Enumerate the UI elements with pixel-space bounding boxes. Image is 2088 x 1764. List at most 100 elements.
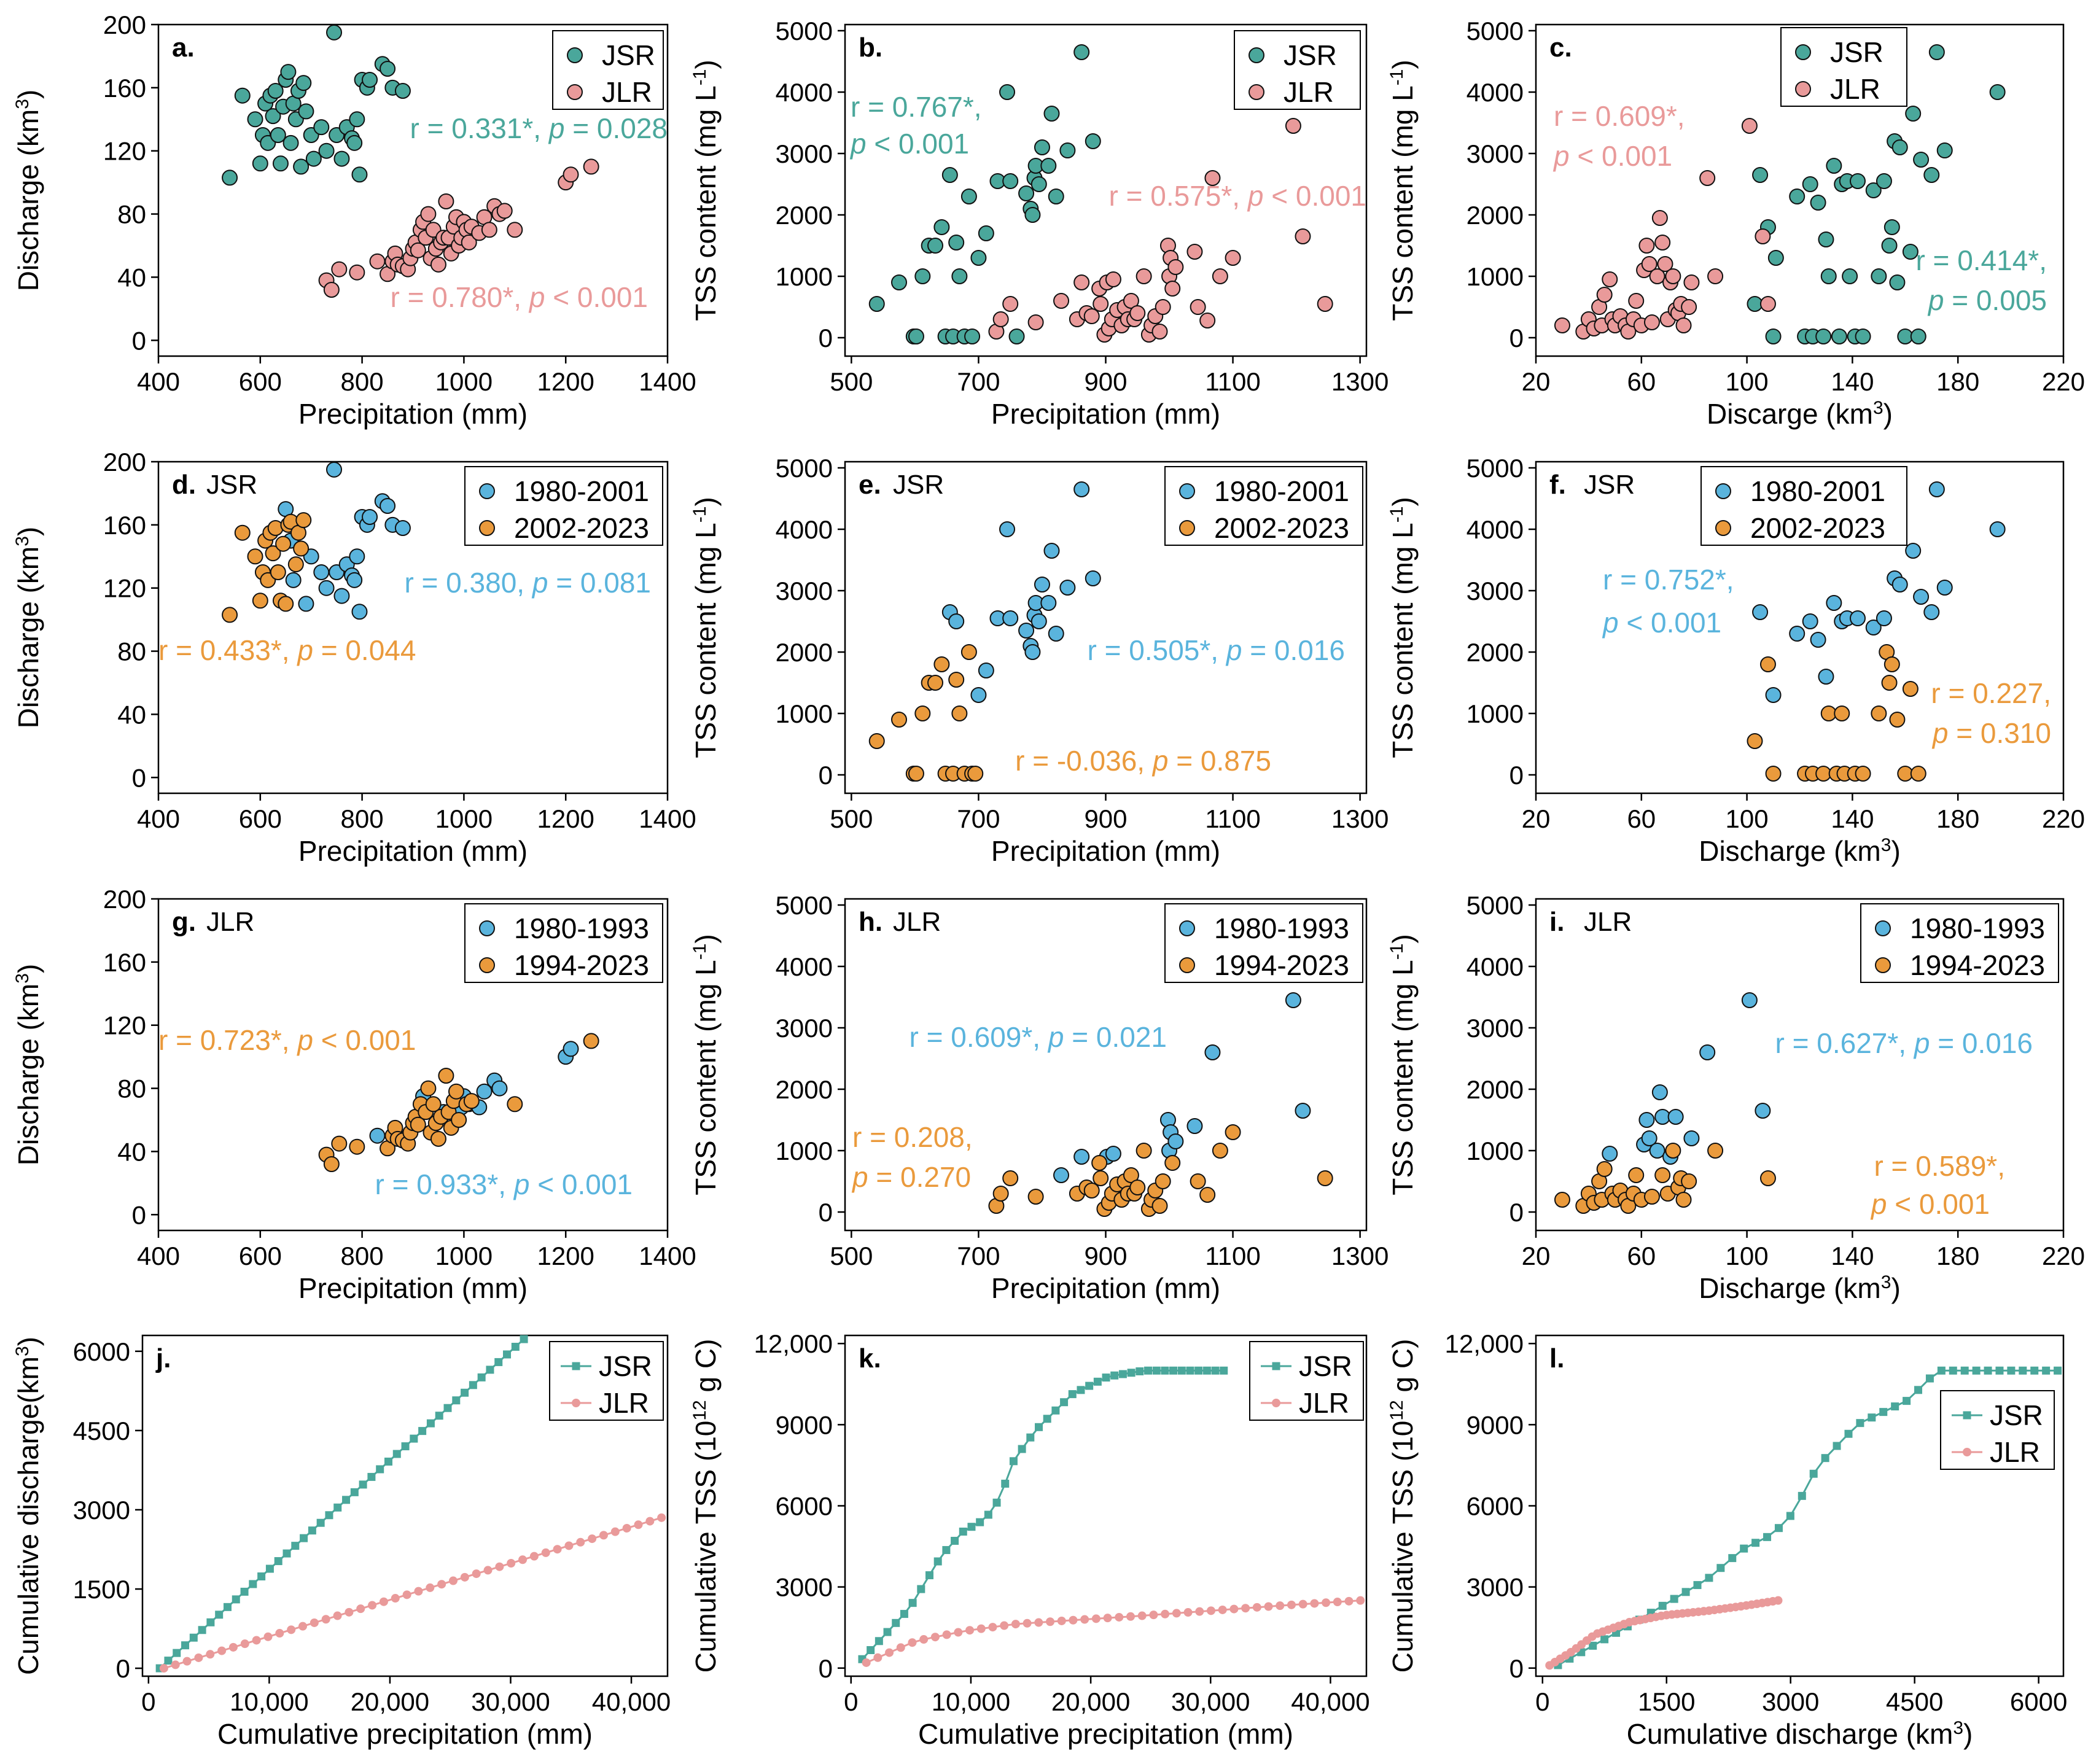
data-point — [420, 206, 437, 222]
data-point — [1023, 1618, 1032, 1628]
data-point — [1654, 1167, 1671, 1183]
data-point — [1844, 1429, 1853, 1438]
data-point — [380, 498, 396, 514]
data-point — [333, 588, 350, 604]
x-tick-label: 1100 — [1205, 804, 1260, 833]
data-point — [189, 1633, 198, 1642]
data-point — [583, 1033, 599, 1049]
x-tick-label: 1400 — [639, 1241, 696, 1270]
x-tick-label: 60 — [1627, 804, 1656, 833]
legend-label: 1994-2023 — [514, 949, 649, 981]
data-point — [1865, 620, 1882, 635]
y-tick-label: 80 — [117, 200, 146, 229]
data-point — [1204, 170, 1221, 186]
data-point — [942, 1630, 951, 1639]
y-tick-label: 2000 — [776, 201, 833, 230]
x-tick-label: 1200 — [537, 367, 594, 396]
data-point — [295, 75, 312, 91]
y-tick-label: 4500 — [73, 1416, 130, 1445]
data-point — [1905, 543, 1922, 559]
data-point — [1876, 173, 1892, 189]
data-point — [323, 1156, 340, 1172]
data-point — [228, 1642, 238, 1652]
x-tick-label: 1100 — [1205, 367, 1260, 396]
y-tick-label: 40 — [117, 1137, 146, 1166]
data-point — [1024, 644, 1041, 660]
panel-tag: JSR — [206, 470, 257, 500]
x-tick-label: 900 — [1084, 367, 1127, 396]
data-point — [1651, 210, 1668, 226]
y-axis-title: Cumulative TSS (1012 g C) — [690, 1339, 722, 1673]
data-point — [159, 1664, 168, 1673]
data-point — [1665, 1143, 1681, 1159]
data-point — [1891, 577, 1908, 593]
y-tick-label: 9000 — [776, 1410, 833, 1439]
series-1980-2001 — [278, 461, 411, 620]
data-point — [1989, 84, 2006, 100]
y-tick-label: 200 — [103, 885, 146, 914]
data-point — [1815, 328, 1832, 344]
data-point — [1027, 314, 1044, 330]
data-point — [410, 1116, 426, 1133]
data-point — [1638, 1112, 1655, 1128]
x-tick-label: 10,000 — [230, 1687, 308, 1716]
y-tick-label: 3000 — [73, 1496, 130, 1525]
legend: 1980-2001 2002-2023 — [1164, 466, 1363, 546]
panel-tag: JSR — [893, 470, 944, 500]
data-point — [1241, 1604, 1250, 1613]
data-point — [1658, 1601, 1667, 1610]
annotation: r = 0.575*, p < 0.001 — [1109, 180, 1366, 212]
data-point — [495, 1562, 504, 1571]
data-point — [933, 656, 950, 672]
data-point — [1809, 1469, 1818, 1478]
legend-marker — [479, 483, 495, 499]
data-point — [1194, 1366, 1203, 1375]
panel-label: d. — [172, 470, 196, 500]
x-tick-label: 800 — [341, 804, 384, 833]
data-point — [1264, 1602, 1273, 1611]
data-point — [507, 1096, 523, 1113]
data-point — [1681, 1173, 1697, 1189]
data-point — [1937, 1366, 1946, 1375]
series-line — [866, 1599, 1361, 1664]
data-point — [240, 1639, 249, 1649]
data-point — [1849, 610, 1866, 626]
data-point — [430, 256, 446, 273]
legend-box — [1700, 466, 1907, 546]
data-point — [1707, 1143, 1724, 1159]
y-tick-label: 4000 — [1467, 952, 1524, 981]
data-point — [1211, 1366, 1220, 1375]
data-point — [223, 1603, 232, 1611]
annotation: r = 0.933*, p < 0.001 — [375, 1168, 633, 1200]
y-tick-label: 2000 — [1467, 201, 1524, 230]
data-point — [1295, 228, 1311, 244]
data-point — [1751, 1539, 1760, 1547]
data-point — [472, 1569, 481, 1579]
annotation: r = 0.589*, — [1874, 1150, 2005, 1182]
x-tick-label: 20,000 — [351, 1687, 429, 1716]
data-point — [1172, 1609, 1181, 1618]
legend-label: JSR — [1284, 39, 1337, 71]
annotation: r = 0.414*, — [1915, 244, 2047, 276]
data-point — [1693, 1581, 1702, 1590]
x-tick-label: 700 — [957, 804, 1000, 833]
data-point — [316, 1518, 325, 1527]
x-tick-label: 1000 — [435, 367, 493, 396]
panel-tag: JLR — [1584, 907, 1632, 937]
legend-marker — [1179, 957, 1195, 973]
data-point — [1085, 570, 1101, 586]
data-point — [460, 1572, 469, 1582]
data-point — [1925, 1374, 1934, 1383]
data-point — [518, 1555, 528, 1564]
data-point — [1820, 705, 1837, 721]
y-tick-label: 0 — [819, 324, 833, 352]
data-point — [1683, 274, 1700, 290]
x-tick-label: 1000 — [435, 1241, 493, 1270]
legend-label: 1980-2001 — [514, 475, 649, 507]
data-point — [1212, 268, 1228, 284]
data-point — [1040, 595, 1057, 611]
data-point — [908, 328, 924, 344]
data-point — [875, 1637, 883, 1645]
panel-tag: JSR — [1584, 470, 1635, 500]
legend-box — [549, 1341, 664, 1421]
